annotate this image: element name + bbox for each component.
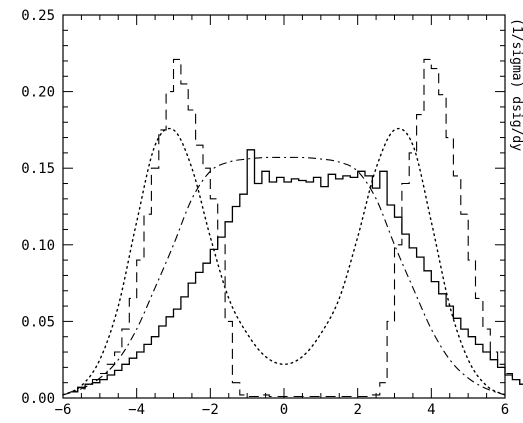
y-tick-label: 0.15 bbox=[21, 161, 55, 177]
y-tick-label: 0.10 bbox=[21, 238, 55, 254]
y-tick-label: 0.20 bbox=[21, 85, 55, 101]
series-layer bbox=[62, 58, 523, 398]
x-tick-label: 4 bbox=[427, 402, 435, 418]
solid-step-series bbox=[70, 149, 523, 393]
x-tick-label: −4 bbox=[128, 402, 145, 418]
plot-frame bbox=[62, 14, 506, 399]
dash-dot-series bbox=[62, 156, 506, 396]
long-dash-step-series bbox=[70, 58, 523, 398]
x-ticks: −6 −4 −2 0 2 4 6 bbox=[55, 15, 509, 418]
y-tick-label: 0.00 bbox=[21, 391, 55, 407]
y-tick-label: 0.25 bbox=[21, 8, 55, 24]
x-tick-label: 6 bbox=[501, 402, 509, 418]
x-tick-label: −2 bbox=[202, 402, 219, 418]
y-ticks: 0.00 0.05 0.10 0.15 0.20 0.25 bbox=[21, 8, 505, 407]
x-tick-label: 2 bbox=[353, 402, 361, 418]
y-tick-label: 0.05 bbox=[21, 314, 55, 330]
dotted-series bbox=[62, 127, 506, 396]
y-axis-label: (1/sigma) dsig/dy bbox=[509, 18, 523, 151]
x-tick-label: 0 bbox=[280, 402, 288, 418]
x-tick-label: −6 bbox=[55, 402, 72, 418]
